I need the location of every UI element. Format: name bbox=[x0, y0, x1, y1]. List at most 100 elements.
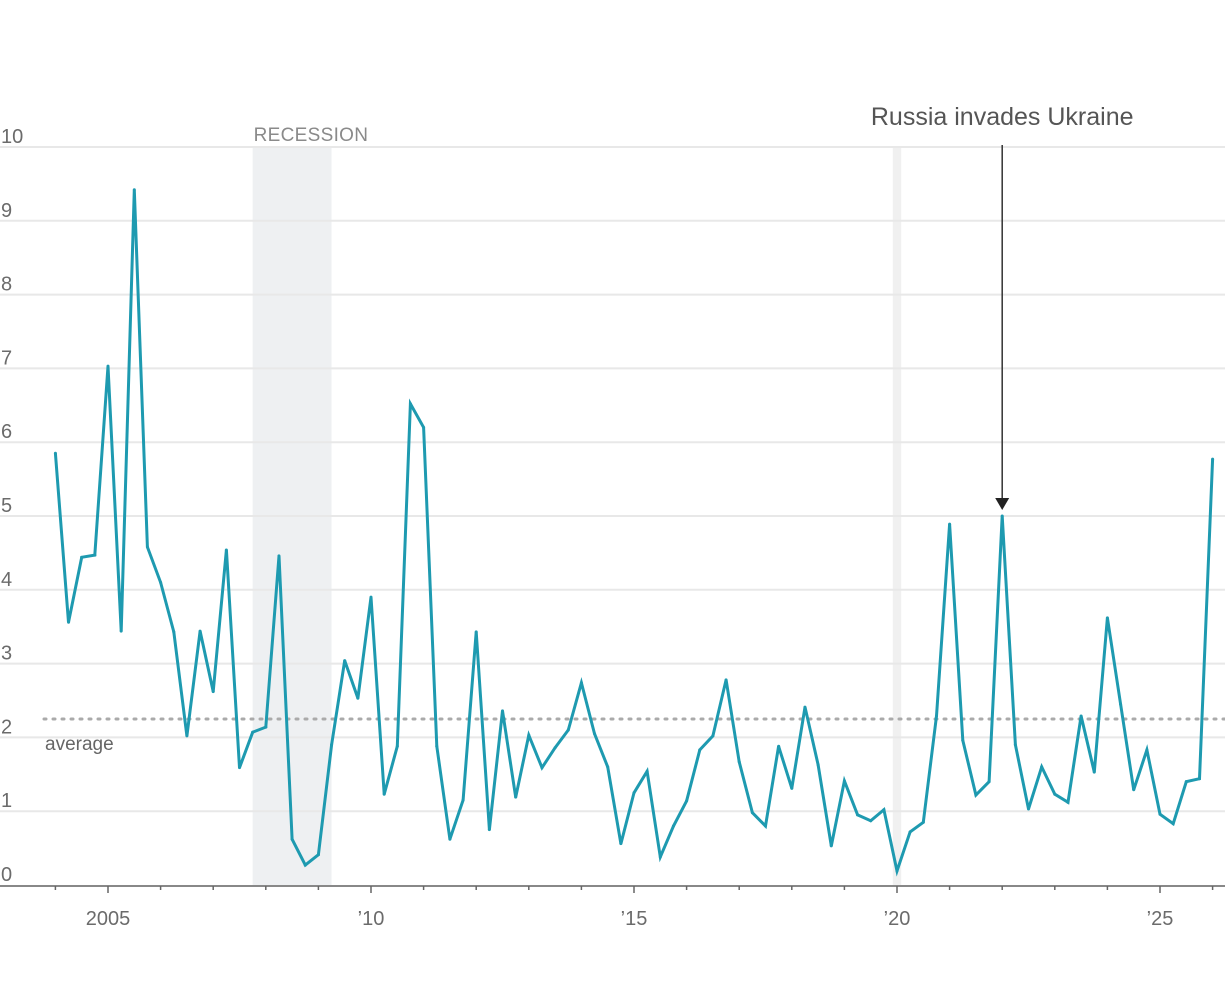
data-point bbox=[172, 630, 176, 634]
data-point bbox=[93, 553, 97, 557]
x-tick-label: ’15 bbox=[621, 908, 648, 930]
data-point bbox=[132, 188, 136, 192]
data-point bbox=[1145, 748, 1149, 752]
data-point bbox=[1092, 770, 1096, 774]
average-label: average bbox=[45, 734, 114, 755]
y-tick-label: 5 bbox=[1, 495, 12, 517]
data-point bbox=[948, 522, 952, 526]
data-point bbox=[908, 830, 912, 834]
y-tick-label: 7 bbox=[1, 347, 12, 369]
y-tick-label: 1 bbox=[1, 790, 12, 812]
data-point bbox=[277, 554, 281, 558]
data-point bbox=[658, 855, 662, 859]
data-point bbox=[264, 725, 268, 729]
data-point bbox=[750, 811, 754, 815]
x-tick-label: ’10 bbox=[358, 908, 385, 930]
data-point bbox=[724, 678, 728, 682]
data-point bbox=[842, 779, 846, 783]
data-point bbox=[53, 451, 57, 455]
data-point bbox=[961, 738, 965, 742]
data-point bbox=[1040, 765, 1044, 769]
data-point bbox=[448, 837, 452, 841]
data-point bbox=[356, 696, 360, 700]
data-point bbox=[882, 808, 886, 812]
data-point bbox=[290, 837, 294, 841]
data-point bbox=[1211, 457, 1215, 461]
data-point bbox=[343, 659, 347, 663]
data-point bbox=[211, 690, 215, 694]
x-tick-label: ’20 bbox=[884, 908, 911, 930]
recession-label: RECESSION bbox=[254, 125, 369, 146]
data-point bbox=[987, 780, 991, 784]
data-point bbox=[1066, 800, 1070, 804]
data-point bbox=[829, 844, 833, 848]
data-point bbox=[856, 813, 860, 817]
data-point bbox=[619, 842, 623, 846]
data-point bbox=[803, 705, 807, 709]
data-point bbox=[1027, 807, 1030, 811]
y-tick-label: 3 bbox=[1, 643, 12, 665]
data-point bbox=[921, 820, 925, 824]
data-point bbox=[1171, 822, 1175, 826]
data-point bbox=[238, 766, 241, 770]
data-point bbox=[474, 630, 478, 634]
y-tick-label: 0 bbox=[1, 864, 12, 886]
data-point bbox=[790, 786, 794, 790]
data-point bbox=[974, 793, 978, 797]
data-point bbox=[1119, 702, 1123, 706]
data-point bbox=[1053, 792, 1057, 796]
data-point bbox=[606, 765, 610, 769]
data-point bbox=[80, 555, 84, 559]
data-point bbox=[119, 629, 123, 633]
data-point bbox=[645, 769, 649, 773]
data-point bbox=[369, 595, 373, 599]
data-point bbox=[632, 791, 636, 795]
y-tick-label: 2 bbox=[1, 716, 12, 738]
data-point bbox=[145, 545, 149, 549]
data-point bbox=[1197, 777, 1201, 781]
series-line bbox=[53, 189, 1215, 877]
data-point bbox=[224, 548, 228, 552]
data-point bbox=[777, 744, 781, 748]
y-tick-label: 9 bbox=[1, 200, 12, 222]
data-point bbox=[1105, 616, 1109, 620]
data-point bbox=[869, 819, 873, 823]
data-point bbox=[540, 766, 544, 770]
data-point bbox=[67, 620, 71, 624]
y-tick-label: 8 bbox=[1, 274, 12, 296]
data-point bbox=[251, 730, 255, 734]
data-point bbox=[1158, 812, 1162, 816]
annotation-label: Russia invades Ukraine bbox=[871, 103, 1134, 131]
data-point bbox=[395, 744, 399, 748]
data-point bbox=[382, 792, 386, 796]
data-point bbox=[316, 853, 320, 857]
arrowhead-icon bbox=[995, 498, 1010, 510]
data-point bbox=[685, 799, 689, 803]
data-point bbox=[185, 734, 189, 738]
data-point bbox=[934, 714, 938, 718]
data-point bbox=[737, 760, 741, 764]
data-point bbox=[159, 580, 163, 584]
data-point bbox=[895, 869, 899, 873]
x-tick-label: ’25 bbox=[1147, 908, 1174, 930]
data-point bbox=[1013, 743, 1017, 747]
data-point bbox=[330, 743, 334, 747]
data-point bbox=[501, 709, 504, 713]
data-point bbox=[461, 798, 465, 802]
data-point bbox=[553, 746, 557, 750]
data-point bbox=[816, 763, 820, 767]
data-point bbox=[566, 728, 570, 732]
data-point bbox=[198, 629, 202, 633]
data-point bbox=[487, 828, 491, 832]
y-tick-label: 10 bbox=[1, 126, 23, 148]
data-point bbox=[1000, 514, 1004, 518]
y-tick-label: 4 bbox=[1, 569, 12, 591]
data-point bbox=[303, 863, 307, 867]
data-point bbox=[671, 824, 675, 828]
data-point bbox=[527, 733, 531, 737]
data-point bbox=[514, 795, 518, 799]
data-point bbox=[698, 748, 702, 752]
data-point bbox=[435, 744, 439, 748]
data-point bbox=[1184, 780, 1188, 784]
data-point bbox=[422, 425, 426, 429]
